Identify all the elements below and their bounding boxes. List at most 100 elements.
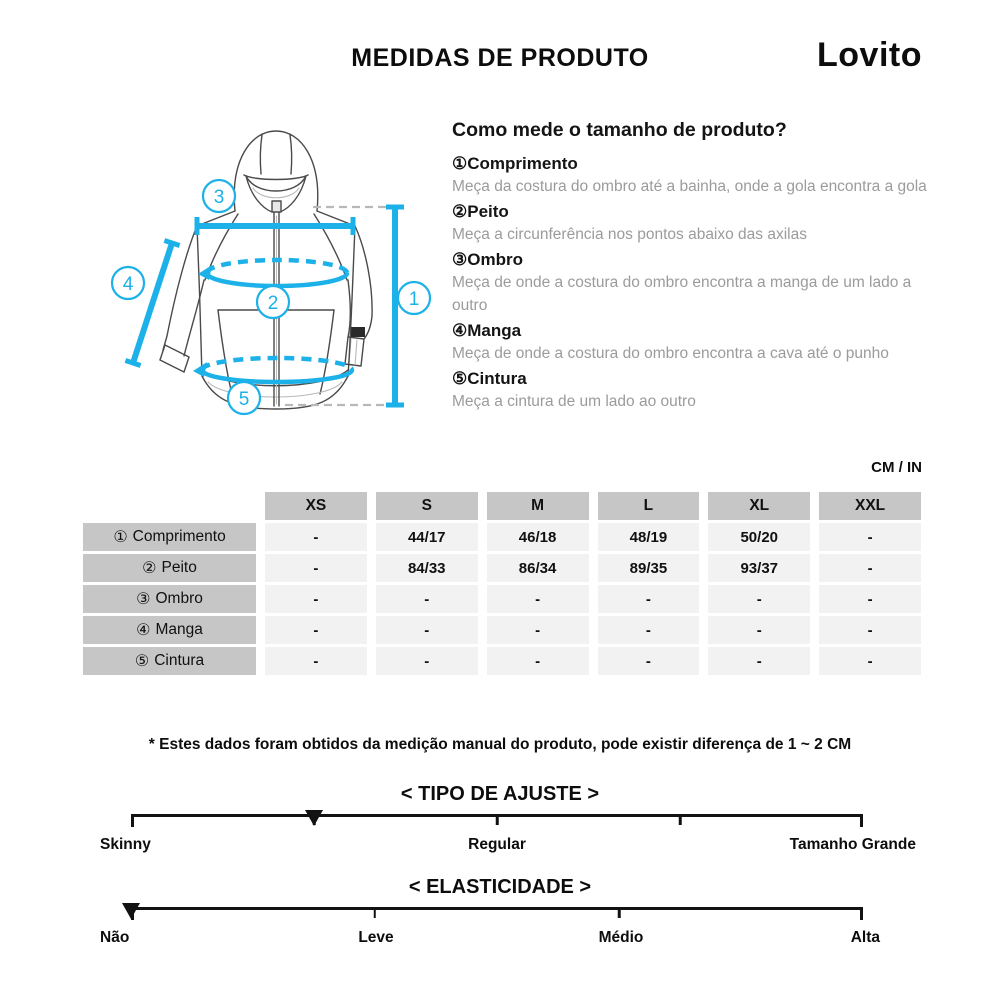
guide-item-manga: ④Manga Meça de onde a costura do ombro e… xyxy=(452,320,944,365)
table-value: - xyxy=(708,647,811,675)
elasticity-scale-heading: < ELASTICIDADE > xyxy=(408,876,592,898)
marker-ombro: 3 xyxy=(214,187,225,208)
item-number: ④ xyxy=(452,321,468,340)
col-header-xl: XL xyxy=(708,492,811,520)
row-header-peito: ② Peito xyxy=(83,554,256,582)
table-value: 84/33 xyxy=(375,554,478,582)
measurement-marks xyxy=(124,204,404,408)
table-value: - xyxy=(819,616,921,644)
table-value: - xyxy=(597,647,700,675)
table-value: - xyxy=(708,585,811,613)
item-number: ① xyxy=(452,154,468,173)
table-value: - xyxy=(597,585,700,613)
elasticity-label-medio: Médio xyxy=(598,929,644,946)
item-description: Meça da costura do ombro até a bainha, o… xyxy=(452,178,927,195)
item-label: Cintura xyxy=(467,369,527,388)
track-end-cap xyxy=(860,814,863,827)
marker-circles: 3 1 4 2 5 xyxy=(110,178,432,416)
marker-peito-circle xyxy=(255,284,291,320)
table-value: 86/34 xyxy=(486,554,589,582)
elasticity-label-leve: Leve xyxy=(358,929,394,946)
item-number: ⑤ xyxy=(452,369,468,388)
table-corner-spacer xyxy=(83,492,256,520)
fit-scale-track xyxy=(131,810,863,827)
hoodie-illustration xyxy=(159,130,373,410)
fit-label-regular: Regular xyxy=(468,836,526,853)
elasticity-label-alta: Alta xyxy=(850,929,880,946)
col-header-m: M xyxy=(486,492,589,520)
elasticity-label-nao: Não xyxy=(100,929,130,946)
guide-item-cintura: ⑤Cintura Meça a cintura de um lado ao ou… xyxy=(452,368,944,413)
marker-comprimento-circle xyxy=(396,280,432,316)
track-end-cap xyxy=(860,907,863,920)
chest-measure-ellipse xyxy=(204,257,350,274)
row-header-ombro: ③ Ombro xyxy=(83,585,256,613)
marker-cintura-circle xyxy=(226,380,262,416)
col-header-xs: XS xyxy=(265,492,367,520)
table-value: - xyxy=(486,585,589,613)
table-value: - xyxy=(486,647,589,675)
table-value: 44/17 xyxy=(375,523,478,551)
table-value: - xyxy=(486,616,589,644)
table-value: - xyxy=(375,616,478,644)
item-label: Comprimento xyxy=(467,154,578,173)
fit-label-skinny: Skinny xyxy=(100,836,151,853)
marker-comprimento: 1 xyxy=(409,289,420,310)
brand-logo: Lovito xyxy=(817,36,922,74)
col-header-xxl: XXL xyxy=(819,492,921,520)
table-value: 50/20 xyxy=(708,523,811,551)
fit-label-tamanho-grande: Tamanho Grande xyxy=(789,836,916,853)
table-value: 89/35 xyxy=(597,554,700,582)
track-tick xyxy=(678,814,682,825)
item-description: Meça a circunferência nos pontos abaixo … xyxy=(452,226,807,243)
measurement-disclaimer: * Estes dados foram obtidos da medição m… xyxy=(148,736,852,753)
waist-measure-ellipse xyxy=(199,355,355,371)
item-description: Meça de onde a costura do ombro encontra… xyxy=(452,345,889,362)
row-header-comprimento: ① Comprimento xyxy=(83,523,256,551)
table-value: - xyxy=(597,616,700,644)
table-value: - xyxy=(819,554,921,582)
table-value: 48/19 xyxy=(597,523,700,551)
hoodie-measurement-diagram: 3 1 4 2 5 xyxy=(110,130,432,416)
measuring-guide: Como mede o tamanho de produto? ①Comprim… xyxy=(452,119,944,413)
row-header-manga: ④ Manga xyxy=(83,616,256,644)
track-tick xyxy=(617,907,621,918)
marker-manga-circle xyxy=(110,265,146,301)
table-value: - xyxy=(265,647,367,675)
table-value: - xyxy=(819,585,921,613)
table-value: - xyxy=(375,647,478,675)
marker-peito: 2 xyxy=(268,293,279,314)
marker-manga: 4 xyxy=(123,274,134,295)
sleeve-brand-patch xyxy=(351,327,365,337)
fit-marker-triangle xyxy=(305,810,323,826)
guide-heading: Como mede o tamanho de produto? xyxy=(452,119,787,141)
marker-ombro-circle xyxy=(201,178,237,214)
item-number: ③ xyxy=(452,250,468,269)
item-description: Meça a cintura de um lado ao outro xyxy=(452,393,696,410)
table-value: 46/18 xyxy=(486,523,589,551)
page-title: MEDIDAS DE PRODUTO xyxy=(351,44,649,72)
table-value: 93/37 xyxy=(708,554,811,582)
elasticity-marker-triangle xyxy=(122,903,140,919)
guide-item-ombro: ③Ombro Meça de onde a costura do ombro e… xyxy=(452,249,944,317)
guide-item-comprimento: ①Comprimento Meça da costura do ombro at… xyxy=(452,153,944,198)
table-value: - xyxy=(265,585,367,613)
guide-item-peito: ②Peito Meça a circunferência nos pontos … xyxy=(452,201,944,246)
sleeve-measure-line xyxy=(130,242,175,364)
item-description: Meça de onde a costura do ombro encontra… xyxy=(452,274,912,314)
table-value: - xyxy=(819,523,921,551)
row-header-cintura: ⑤ Cintura xyxy=(83,647,256,675)
units-label: CM / IN xyxy=(871,459,922,476)
item-label: Manga xyxy=(467,321,522,340)
table-value: - xyxy=(265,523,367,551)
item-label: Peito xyxy=(467,202,509,221)
dashed-guide-lines xyxy=(285,205,386,407)
table-value: - xyxy=(265,616,367,644)
elasticity-scale-track xyxy=(122,903,863,920)
item-number: ② xyxy=(452,202,468,221)
size-table: XS S M L XL XXL ① Comprimento - 44/17 46/… xyxy=(83,492,921,675)
col-header-l: L xyxy=(597,492,700,520)
table-value: - xyxy=(708,616,811,644)
track-tick xyxy=(495,814,499,825)
